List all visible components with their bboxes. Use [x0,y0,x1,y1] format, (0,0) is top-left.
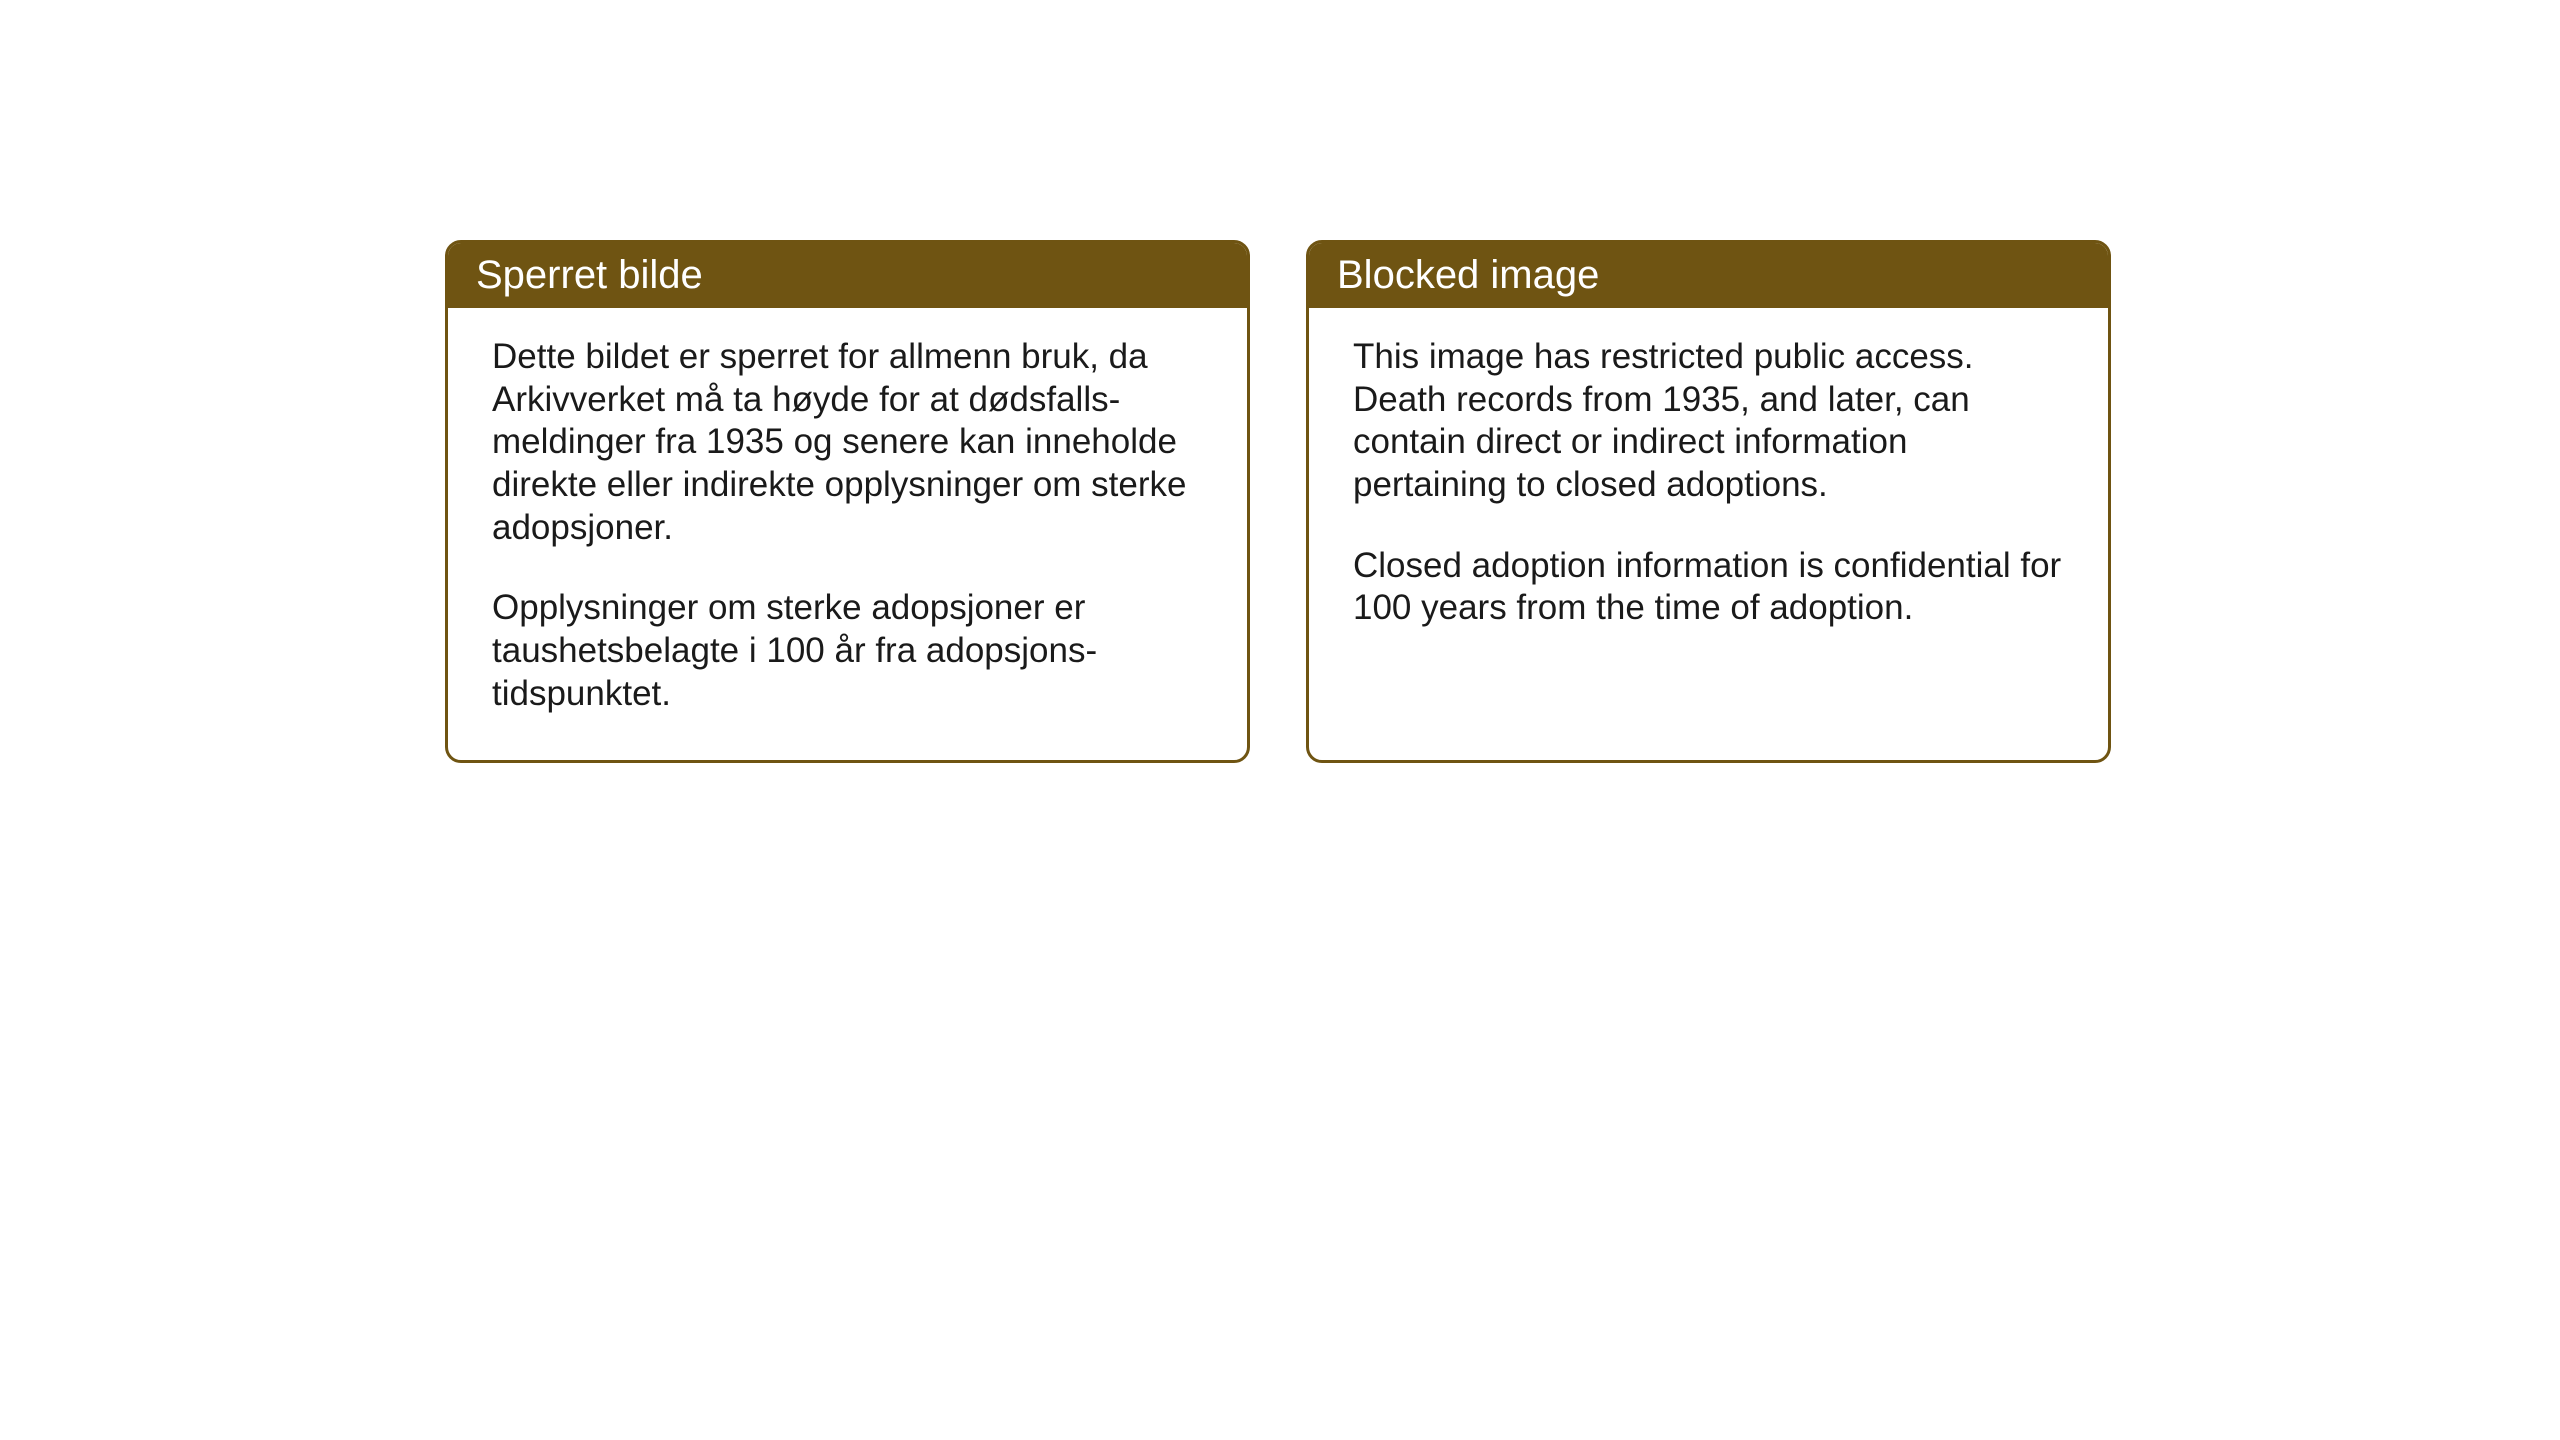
norwegian-paragraph-2: Opplysninger om sterke adopsjoner er tau… [492,587,1203,715]
notice-container: Sperret bilde Dette bildet er sperret fo… [445,240,2111,763]
norwegian-card-title: Sperret bilde [448,243,1247,308]
english-card-body: This image has restricted public access.… [1309,308,2108,674]
norwegian-card-body: Dette bildet er sperret for allmenn bruk… [448,308,1247,760]
english-paragraph-1: This image has restricted public access.… [1353,336,2064,507]
english-paragraph-2: Closed adoption information is confident… [1353,545,2064,630]
english-card-title: Blocked image [1309,243,2108,308]
norwegian-paragraph-1: Dette bildet er sperret for allmenn bruk… [492,336,1203,549]
english-notice-card: Blocked image This image has restricted … [1306,240,2111,763]
norwegian-notice-card: Sperret bilde Dette bildet er sperret fo… [445,240,1250,763]
